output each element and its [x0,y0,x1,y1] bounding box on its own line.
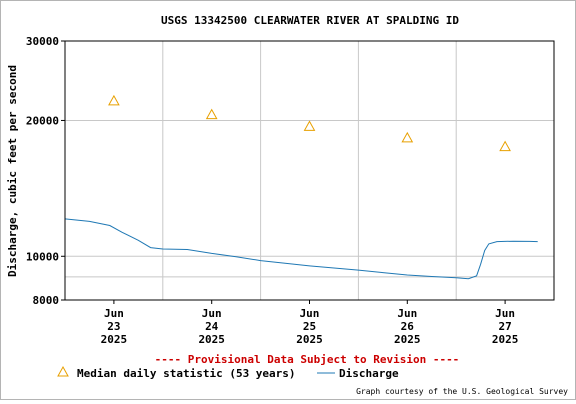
x-tick-label: Jun [300,307,320,320]
x-tick-label: Jun [202,307,222,320]
median-marker [108,94,120,106]
x-tick-label: 2025 [492,333,519,346]
x-tick-label: Jun [495,307,515,320]
median-marker [401,131,414,143]
y-tick-label: 20000 [26,114,59,127]
x-tick-label: 2025 [394,333,421,346]
y-axis-label: Discharge, cubic feet per second [6,65,19,277]
grid-lines [65,40,554,301]
series-layer [64,94,538,280]
x-tick-label: 24 [205,320,219,333]
legend-discharge-label: Discharge [339,367,399,380]
x-tick-label: Jun [397,307,417,320]
x-tick-label: 2025 [198,333,225,346]
median-marker [205,108,218,120]
legend: Median daily statistic (53 years) Discha… [57,365,399,380]
x-tick-label: 23 [107,320,120,333]
legend-median-label: Median daily statistic (53 years) [77,367,296,380]
y-tick-label: 30000 [26,35,59,48]
x-tick-label: 25 [303,320,316,333]
x-tick-label: 2025 [296,333,323,346]
y-axis-ticks: 8000 10000 20000 30000 [26,35,65,307]
y-tick-label: 8000 [33,294,60,307]
y-tick-label: 10000 [26,250,59,263]
median-marker [499,140,511,152]
x-tick-label: 2025 [101,333,128,346]
x-tick-label: Jun [104,307,124,320]
x-axis-ticks: Jun232025Jun242025Jun252025Jun262025Jun2… [101,300,519,346]
discharge-line [64,218,538,280]
x-tick-label: 26 [401,320,415,333]
plot-area [64,40,555,301]
credit-text: Graph courtesy of the U.S. Geological Su… [356,387,568,396]
chart-title: USGS 13342500 CLEARWATER RIVER AT SPALDI… [161,14,459,27]
median-marker [303,120,316,131]
x-tick-label: 27 [498,320,511,333]
legend-median-marker [57,365,69,377]
provisional-notice: ---- Provisional Data Subject to Revisio… [155,353,460,366]
